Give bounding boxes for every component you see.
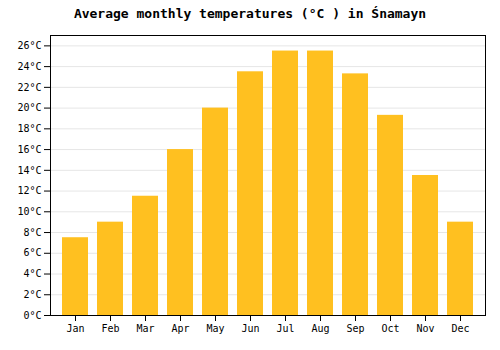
svg-text:26°C: 26°C bbox=[17, 40, 41, 51]
svg-text:6°C: 6°C bbox=[23, 247, 41, 258]
svg-text:0°C: 0°C bbox=[23, 310, 41, 321]
svg-text:Feb: Feb bbox=[101, 323, 119, 334]
svg-text:14°C: 14°C bbox=[17, 165, 41, 176]
svg-text:8°C: 8°C bbox=[23, 227, 41, 238]
svg-text:4°C: 4°C bbox=[23, 268, 41, 279]
svg-text:16°C: 16°C bbox=[17, 144, 41, 155]
svg-text:Aug: Aug bbox=[311, 323, 329, 334]
svg-text:Sep: Sep bbox=[346, 323, 364, 334]
svg-text:24°C: 24°C bbox=[17, 61, 41, 72]
html-text:Average monthly temperatures (: Average monthly temperatures (°C ) in Śn… bbox=[73, 6, 427, 21]
svg-text:Apr: Apr bbox=[171, 323, 189, 334]
svg-text:Nov: Nov bbox=[416, 323, 434, 334]
svg-text:Jul: Jul bbox=[276, 323, 294, 334]
svg-text:Oct: Oct bbox=[381, 323, 399, 334]
svg-text:10°C: 10°C bbox=[17, 206, 41, 217]
svg-text:2°C: 2°C bbox=[23, 289, 41, 300]
svg-text:Dec: Dec bbox=[451, 323, 469, 334]
svg-text:22°C: 22°C bbox=[17, 82, 41, 93]
svg-text:20°C: 20°C bbox=[17, 102, 41, 113]
svg-text:Mar: Mar bbox=[136, 323, 154, 334]
svg-text:Jan: Jan bbox=[66, 323, 84, 334]
svg-text:May: May bbox=[206, 323, 224, 334]
svg-text:Jun: Jun bbox=[241, 323, 259, 334]
svg-text:12°C: 12°C bbox=[17, 185, 41, 196]
svg-text:18°C: 18°C bbox=[17, 123, 41, 134]
